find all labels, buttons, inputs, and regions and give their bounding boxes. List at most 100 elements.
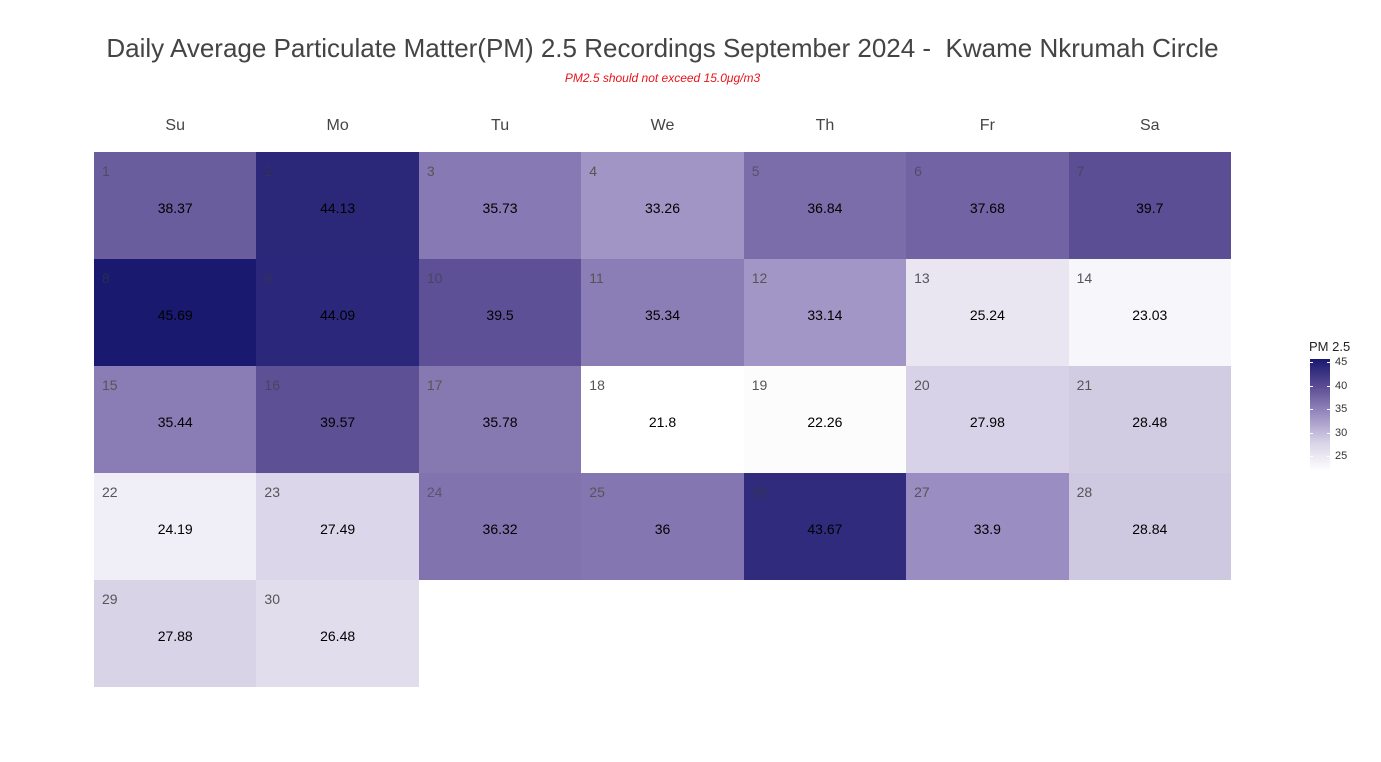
day-cell: 8 45.69 xyxy=(94,259,257,366)
pm25-value-label: 27.49 xyxy=(320,521,356,537)
legend-tick-label: 45 xyxy=(1335,356,1348,369)
chart-title: Daily Average Particulate Matter(PM) 2.5… xyxy=(106,33,1219,63)
day-cell: 25 36 xyxy=(581,473,744,580)
pm25-value-label: 22.26 xyxy=(807,414,843,430)
day-number: 15 xyxy=(102,377,118,393)
day-cell: 3 35.73 xyxy=(418,152,582,259)
weekday-header: Su Mo Tu We Th Fr Sa xyxy=(94,117,1231,137)
chart-subtitle: PM2.5 should not exceed 15.0μg/m3 xyxy=(564,71,761,85)
day-number: 22 xyxy=(102,484,118,500)
legend-tick-label: 35 xyxy=(1335,403,1348,416)
day-number: 24 xyxy=(426,484,443,500)
day-number: 27 xyxy=(914,484,930,500)
pm25-value-label: 26.48 xyxy=(320,628,356,644)
day-cell: 30 26.48 xyxy=(256,580,419,687)
day-number: 4 xyxy=(589,163,598,179)
day-cell: 19 22.26 xyxy=(743,366,907,473)
day-number: 20 xyxy=(914,377,930,393)
day-cell: 16 39.57 xyxy=(256,366,419,473)
day-cell: 1 38.37 xyxy=(94,152,257,259)
day-number: 26 xyxy=(751,484,768,500)
day-cell: 14 23.03 xyxy=(1068,259,1231,366)
day-cell: 2 44.13 xyxy=(256,152,419,259)
day-cell: 27 33.9 xyxy=(906,473,1069,580)
day-number: 10 xyxy=(426,270,443,286)
pm25-value-label: 27.88 xyxy=(157,628,193,644)
day-cell: 12 33.14 xyxy=(743,259,907,366)
day-cell: 22 24.19 xyxy=(94,473,257,580)
pm25-value-label: 35.73 xyxy=(482,200,518,216)
pm25-value-label: 39.57 xyxy=(320,414,356,430)
day-number: 5 xyxy=(751,163,760,179)
pm25-value-label: 44.13 xyxy=(320,200,356,216)
day-number: 30 xyxy=(264,591,280,607)
pm25-value-label: 36.32 xyxy=(482,521,518,537)
pm25-value-label: 37.68 xyxy=(969,200,1005,216)
pm25-value-label: 38.37 xyxy=(157,200,193,216)
day-number: 16 xyxy=(264,377,280,393)
weekday-label: Fr xyxy=(979,117,995,134)
day-number: 12 xyxy=(751,270,768,286)
day-cell: 18 21.8 xyxy=(581,366,744,473)
day-cell: 20 27.98 xyxy=(906,366,1069,473)
pm25-value-label: 21.8 xyxy=(648,414,677,430)
day-number: 18 xyxy=(589,377,605,393)
day-number: 28 xyxy=(1076,484,1093,500)
weekday-label: Sa xyxy=(1139,117,1160,134)
day-cell: 10 39.5 xyxy=(418,259,582,366)
day-cell: 23 27.49 xyxy=(256,473,419,580)
weekday-label: Th xyxy=(815,117,835,134)
day-number: 2 xyxy=(264,163,273,179)
pm25-value-label: 43.67 xyxy=(807,521,843,537)
day-cell: 11 35.34 xyxy=(581,259,744,366)
day-cell: 29 27.88 xyxy=(94,580,257,687)
day-number: 13 xyxy=(914,270,930,286)
day-cell: 28 28.84 xyxy=(1068,473,1231,580)
pm25-value-label: 39.7 xyxy=(1136,200,1164,216)
weekday-label: Su xyxy=(165,117,185,134)
day-number: 17 xyxy=(426,377,443,393)
day-cell: 7 39.7 xyxy=(1068,152,1231,259)
day-cell: 17 35.78 xyxy=(418,366,582,473)
legend-tick-label: 25 xyxy=(1335,449,1348,462)
calendar-heatmap: 1 38.37 2 44.13 3 35.73 4 33.26 5 36.84 6 37.68 7 39.… xyxy=(94,152,1231,687)
pm25-value-label: 28.48 xyxy=(1132,414,1168,430)
pm25-value-label: 24.19 xyxy=(157,521,193,537)
weekday-label: We xyxy=(650,117,675,134)
day-number: 6 xyxy=(914,163,922,179)
day-number: 1 xyxy=(102,163,110,179)
pm25-value-label: 44.09 xyxy=(320,307,356,323)
day-cell: 26 43.67 xyxy=(743,473,907,580)
day-cell: 5 36.84 xyxy=(743,152,907,259)
pm25-value-label: 33.9 xyxy=(973,521,1001,537)
pm25-value-label: 35.78 xyxy=(482,414,518,430)
day-cell: 4 33.26 xyxy=(581,152,744,259)
day-cell: 15 35.44 xyxy=(94,366,257,473)
day-number: 23 xyxy=(264,484,280,500)
day-number: 3 xyxy=(426,163,435,179)
weekday-label: Mo xyxy=(326,117,349,134)
day-cell: 24 36.32 xyxy=(418,473,582,580)
pm25-value-label: 39.5 xyxy=(486,307,514,323)
color-legend: PM 2.5 25 30 35 40 45 xyxy=(1300,339,1370,479)
day-cell: 9 44.09 xyxy=(256,259,419,366)
pm25-value-label: 35.44 xyxy=(157,414,193,430)
pm25-value-label: 27.98 xyxy=(969,414,1005,430)
day-number: 11 xyxy=(589,270,604,286)
pm25-value-label: 23.03 xyxy=(1132,307,1168,323)
day-number: 8 xyxy=(102,270,110,286)
pm25-value-label: 36 xyxy=(654,521,671,537)
weekday-label: Tu xyxy=(491,117,510,134)
day-number: 19 xyxy=(751,377,768,393)
day-number: 29 xyxy=(102,591,118,607)
day-number: 9 xyxy=(264,270,273,286)
pm25-value-label: 45.69 xyxy=(157,307,193,323)
legend-color-bar xyxy=(1310,359,1330,471)
day-cell: 6 37.68 xyxy=(906,152,1069,259)
legend-title: PM 2.5 xyxy=(1309,339,1351,354)
pm25-value-label: 25.24 xyxy=(969,307,1005,323)
pm25-value-label: 28.84 xyxy=(1132,521,1168,537)
pm25-value-label: 33.14 xyxy=(807,307,843,323)
day-number: 25 xyxy=(589,484,605,500)
pm25-value-label: 35.34 xyxy=(644,307,681,323)
